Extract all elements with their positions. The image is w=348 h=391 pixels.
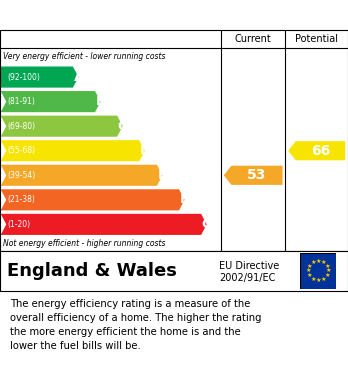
Text: ★: ★ [316,278,321,283]
Text: ★: ★ [321,260,326,265]
Text: (92-100): (92-100) [7,73,40,82]
Polygon shape [288,141,345,160]
Text: D: D [140,144,151,157]
Text: ★: ★ [321,277,326,282]
Text: (55-68): (55-68) [7,146,35,155]
Text: A: A [74,70,84,84]
Polygon shape [1,91,101,112]
Text: EU Directive: EU Directive [219,261,279,271]
Polygon shape [224,166,283,185]
Text: ★: ★ [324,264,330,269]
Text: E: E [158,169,167,182]
Text: Potential: Potential [295,34,338,44]
Polygon shape [1,214,207,235]
Text: C: C [118,120,127,133]
Text: (21-38): (21-38) [7,196,35,204]
Text: Energy Efficiency Rating: Energy Efficiency Rating [7,7,209,23]
Text: G: G [202,218,213,231]
Text: (39-54): (39-54) [7,171,35,180]
Polygon shape [1,165,163,186]
Polygon shape [1,189,184,210]
Text: F: F [180,193,189,206]
Text: Current: Current [235,34,271,44]
Text: B: B [96,95,106,108]
Polygon shape [1,66,79,88]
Text: The energy efficiency rating is a measure of the
overall efficiency of a home. T: The energy efficiency rating is a measur… [10,299,262,351]
Text: England & Wales: England & Wales [7,262,177,280]
Text: Not energy efficient - higher running costs: Not energy efficient - higher running co… [3,239,166,248]
Text: ★: ★ [306,269,311,273]
Text: 53: 53 [247,168,267,182]
Text: (1-20): (1-20) [7,220,30,229]
Text: ★: ★ [307,264,313,269]
Text: (81-91): (81-91) [7,97,35,106]
Polygon shape [1,116,123,137]
Text: ★: ★ [307,273,313,278]
Text: 2002/91/EC: 2002/91/EC [219,273,276,283]
Text: (69-80): (69-80) [7,122,35,131]
Text: Very energy efficient - lower running costs: Very energy efficient - lower running co… [3,52,166,61]
Text: ★: ★ [316,258,321,264]
Text: ★: ★ [311,277,316,282]
Text: 66: 66 [311,144,330,158]
Text: ★: ★ [325,269,331,273]
Text: ★: ★ [324,273,330,278]
Polygon shape [1,140,145,161]
Text: ★: ★ [311,260,316,265]
